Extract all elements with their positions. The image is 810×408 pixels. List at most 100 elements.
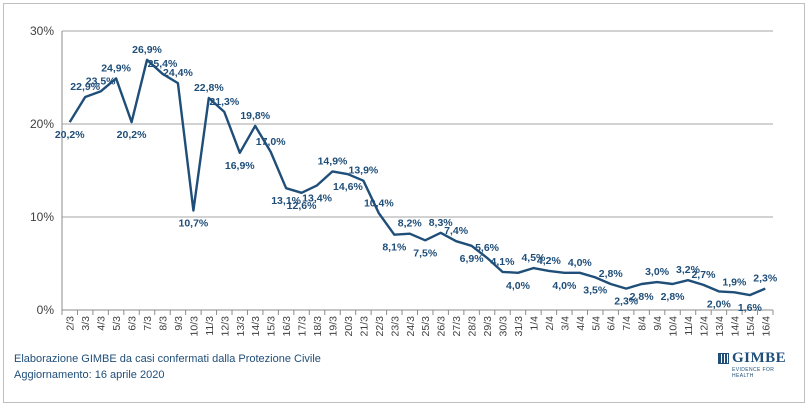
x-tick-label: 13/3: [235, 316, 247, 337]
data-label: 4,1%: [491, 256, 516, 268]
data-label: 13,9%: [349, 165, 379, 177]
data-label: 8,2%: [398, 218, 423, 230]
y-tick-label: 10%: [30, 210, 54, 224]
data-label: 8,1%: [382, 242, 407, 254]
data-label: 14,6%: [333, 181, 363, 193]
x-tick-label: 22/3: [374, 316, 386, 337]
x-tick-label: 4/4: [575, 316, 587, 331]
data-labels: 20,2% 22,9%23,5%24,9% 20,2% 26,9% 25,4%24,4%…: [55, 44, 778, 314]
data-label: 20,2%: [117, 129, 147, 141]
data-label: 4,0%: [552, 280, 577, 292]
x-tick-label: 10/4: [668, 316, 680, 337]
data-label: 3,2%: [676, 264, 701, 276]
logo-tagline: EVIDENCE FOR HEALTH: [732, 367, 775, 379]
data-label: 20,2%: [55, 129, 85, 141]
x-tick-label: 25/3: [420, 316, 432, 337]
data-label: 4,0%: [568, 257, 593, 269]
x-tick-label: 15/4: [745, 316, 757, 337]
x-tick-label: 26/3: [436, 316, 448, 337]
x-tick-label: 21/3: [358, 316, 370, 337]
data-label: 6,9%: [460, 253, 485, 265]
footer-update: Aggiornamento: 16 aprile 2020: [14, 369, 165, 381]
data-label: 5,6%: [475, 242, 500, 254]
x-tick-label: 16/3: [281, 316, 293, 337]
data-label: 2,0%: [707, 298, 732, 310]
gimbe-logo: GIMBE EVIDENCE FOR HEALTH: [718, 350, 796, 380]
data-label: 3,5%: [583, 284, 608, 296]
data-label: 24,4%: [163, 67, 193, 79]
data-label: 7,5%: [413, 247, 438, 259]
data-label: 24,9%: [101, 62, 131, 74]
y-axis-ticks: 0% 10% 20% 30%: [30, 24, 54, 317]
x-tick-label: 5/3: [111, 316, 123, 331]
data-label: 8,3%: [429, 217, 454, 229]
x-tick-label: 3/4: [559, 316, 571, 331]
data-label: 21,3%: [209, 96, 239, 108]
x-tick-label: 30/3: [498, 316, 510, 337]
data-label: 12,6%: [287, 200, 317, 212]
x-tick-label: 20/3: [343, 316, 355, 337]
gridlines: [61, 30, 773, 311]
data-label: 19,8%: [240, 110, 270, 122]
data-label: 2,3%: [753, 273, 778, 285]
y-tick-label: 30%: [30, 24, 54, 38]
data-label: 1,6%: [738, 302, 763, 314]
x-tick-label: 7/3: [142, 316, 154, 331]
x-tick-label: 28/3: [467, 316, 479, 337]
data-label: 14,9%: [318, 155, 348, 167]
x-tick-label: 17/3: [297, 316, 309, 337]
data-label: 2,8%: [630, 291, 655, 303]
x-tick-label: 5/4: [590, 316, 602, 331]
x-tick-label: 27/3: [451, 316, 463, 337]
chart-frame: [3, 3, 805, 403]
x-tick-label: 8/3: [157, 316, 169, 331]
x-tick-label: 3/3: [80, 316, 92, 331]
x-tick-label: 16/4: [760, 316, 772, 337]
logo-mark-icon: [718, 353, 729, 364]
data-label: 22,9%: [70, 81, 100, 93]
y-tick-label: 20%: [30, 117, 54, 131]
x-tick-label: 8/4: [637, 316, 649, 331]
data-label: 25,4%: [148, 58, 178, 70]
data-label: 1,9%: [722, 276, 747, 288]
x-tick-label: 11/4: [683, 316, 695, 336]
x-tick-label: 2/4: [544, 316, 556, 331]
x-tick-label: 9/4: [652, 316, 664, 331]
x-tick-label: 1/4: [528, 316, 540, 331]
data-label: 22,8%: [194, 82, 224, 94]
x-tick-label: 15/3: [266, 316, 278, 337]
y-tick-label: 0%: [37, 303, 55, 317]
data-label: 23,5%: [86, 75, 116, 87]
x-tick-label: 11/3: [204, 316, 216, 336]
x-tick-label: 9/3: [173, 316, 185, 331]
data-label: 2,8%: [599, 268, 624, 280]
data-label: 7,4%: [444, 225, 469, 237]
x-tick-label: 19/3: [327, 316, 339, 337]
x-tick-label: 10/3: [188, 316, 200, 337]
data-label: 4,5%: [521, 252, 546, 264]
data-label: 2,7%: [691, 269, 716, 281]
data-label: 4,2%: [537, 255, 562, 267]
data-label: 26,9%: [132, 44, 162, 56]
x-tick-label: 23/3: [389, 316, 401, 337]
data-label: 4,0%: [506, 280, 531, 292]
x-tick-label: 6/3: [127, 316, 139, 331]
x-tick-label: 13/4: [714, 316, 726, 337]
data-label: 2,8%: [661, 291, 686, 303]
x-tick-label: 6/4: [606, 316, 618, 331]
x-tick-label: 7/4: [621, 316, 633, 331]
x-tick-label: 12/3: [219, 316, 231, 337]
series-line: [68, 58, 766, 297]
data-label: 10,4%: [364, 197, 394, 209]
data-label: 3,0%: [645, 266, 670, 278]
x-tick-label: 31/3: [513, 316, 525, 337]
data-label: 10,7%: [178, 217, 208, 229]
x-tick-label: 12/4: [698, 316, 710, 337]
data-label: 16,9%: [225, 160, 255, 172]
x-tick-label: 14/4: [729, 316, 741, 337]
x-tick-label: 2/3: [65, 316, 77, 331]
data-label: 2,3%: [614, 296, 639, 308]
x-tick-label: 18/3: [312, 316, 324, 337]
data-label: 13,1%: [271, 195, 301, 207]
data-label: 13,4%: [302, 192, 332, 204]
